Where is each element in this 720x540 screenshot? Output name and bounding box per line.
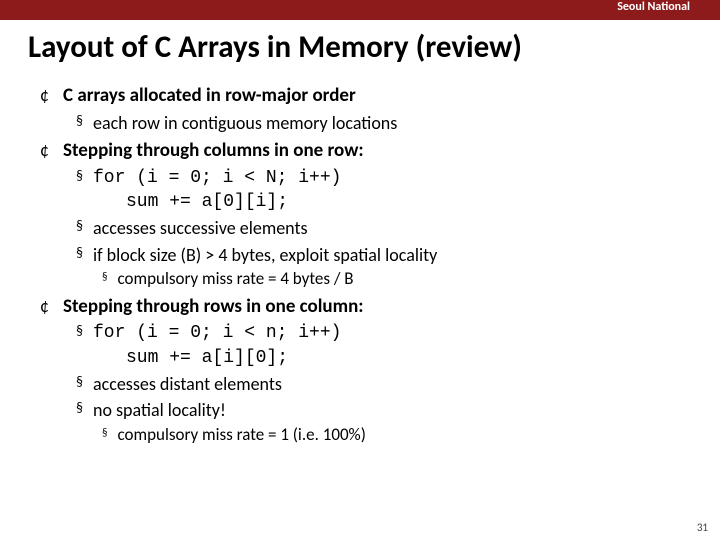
institution-label: Seoul National bbox=[617, 1, 690, 14]
section-heading: Stepping through columns in one row: bbox=[63, 139, 364, 164]
section-heading: C arrays allocated in row-major order bbox=[63, 84, 356, 109]
slide-content: ¢ C arrays allocated in row-major order … bbox=[40, 80, 690, 447]
square-bullet-icon: § bbox=[76, 166, 83, 186]
small-square-bullet-icon: § bbox=[102, 424, 107, 442]
bullet-text: accesses successive elements bbox=[93, 216, 308, 240]
circle-bullet-icon: ¢ bbox=[40, 84, 49, 107]
bullet-level3: § compulsory miss rate = 1 (i.e. 100%) bbox=[102, 424, 690, 447]
square-bullet-icon: § bbox=[76, 372, 83, 392]
top-bar: Seoul National bbox=[0, 0, 720, 20]
circle-bullet-icon: ¢ bbox=[40, 295, 49, 318]
bullet-text: if block size (B) > 4 bytes, exploit spa… bbox=[93, 243, 437, 267]
bullet-text: compulsory miss rate = 4 bytes / B bbox=[117, 268, 353, 291]
square-bullet-icon: § bbox=[76, 111, 83, 131]
bullet-level3: § compulsory miss rate = 4 bytes / B bbox=[102, 268, 690, 291]
square-bullet-icon: § bbox=[76, 321, 83, 341]
code-line: for (i = 0; i < n; i++) bbox=[93, 321, 341, 345]
bullet-text: no spatial locality! bbox=[93, 398, 226, 422]
bullet-level1: ¢ Stepping through columns in one row: bbox=[40, 139, 690, 164]
section-heading: Stepping through rows in one column: bbox=[63, 295, 364, 320]
bullet-level2: § for (i = 0; i < N; i++) bbox=[76, 166, 690, 190]
bullet-level2: § for (i = 0; i < n; i++) bbox=[76, 321, 690, 345]
bullet-text: compulsory miss rate = 1 (i.e. 100%) bbox=[117, 424, 365, 447]
square-bullet-icon: § bbox=[76, 243, 83, 263]
code-line: sum += a[i][0]; bbox=[102, 346, 690, 370]
page-number: 31 bbox=[697, 521, 708, 534]
code-line: for (i = 0; i < N; i++) bbox=[93, 166, 341, 190]
square-bullet-icon: § bbox=[76, 216, 83, 236]
bullet-level1: ¢ C arrays allocated in row-major order bbox=[40, 84, 690, 109]
bullet-level2: § no spatial locality! bbox=[76, 398, 690, 422]
code-line: sum += a[0][i]; bbox=[102, 190, 690, 214]
bullet-level2: § if block size (B) > 4 bytes, exploit s… bbox=[76, 243, 690, 267]
square-bullet-icon: § bbox=[76, 398, 83, 418]
circle-bullet-icon: ¢ bbox=[40, 139, 49, 162]
bullet-text: accesses distant elements bbox=[93, 372, 282, 396]
bullet-level2: § accesses successive elements bbox=[76, 216, 690, 240]
bullet-level1: ¢ Stepping through rows in one column: bbox=[40, 295, 690, 320]
slide-title: Layout of C Arrays in Memory (review) bbox=[28, 28, 522, 66]
bullet-text: each row in contiguous memory locations bbox=[93, 111, 397, 135]
bullet-level2: § accesses distant elements bbox=[76, 372, 690, 396]
small-square-bullet-icon: § bbox=[102, 268, 107, 286]
bullet-level2: § each row in contiguous memory location… bbox=[76, 111, 690, 135]
